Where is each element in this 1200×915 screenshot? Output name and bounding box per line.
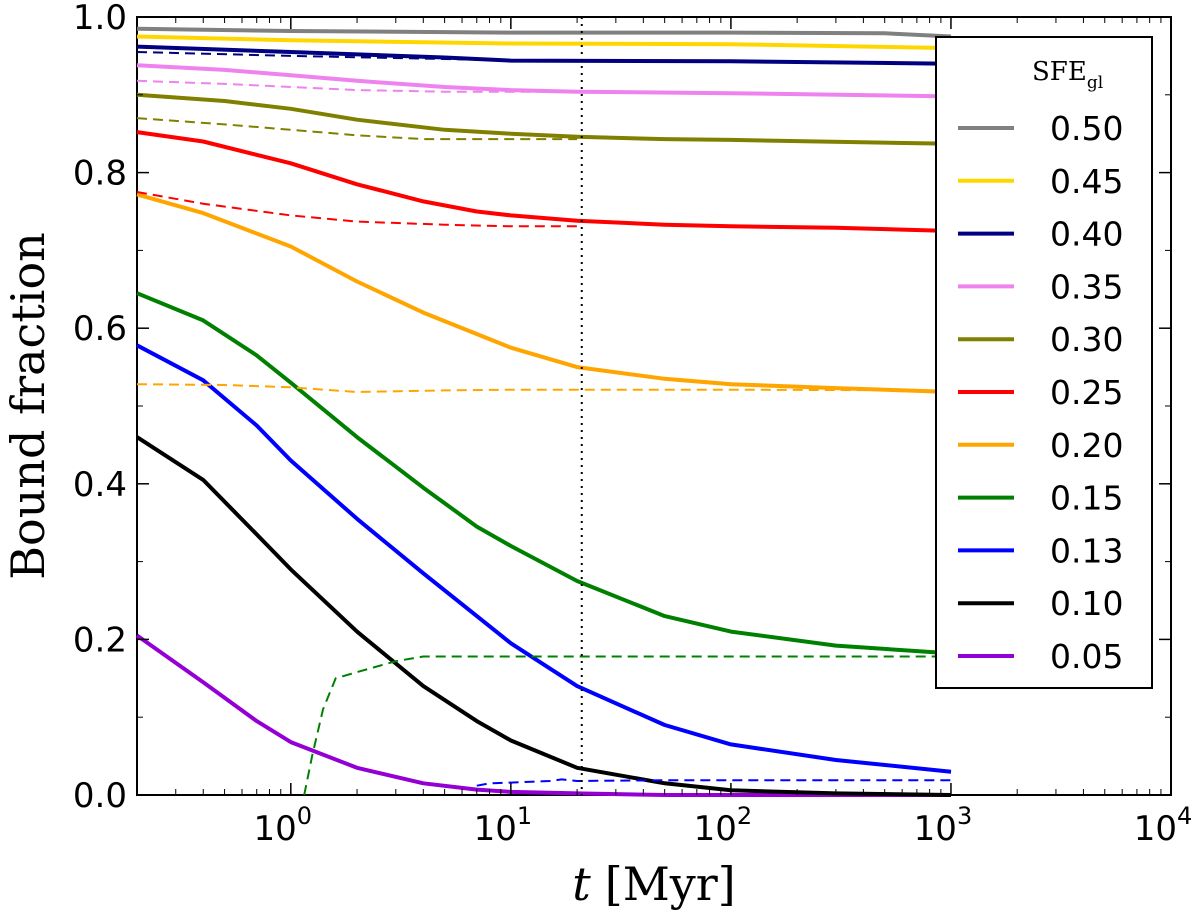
- legend-items: 0.50 0.45 0.40 0.35 0.30 0.25 0.20 0.15 0.13 0.10…: [958, 109, 1123, 676]
- legend-label: 0.05: [1050, 637, 1123, 676]
- legend-label: 0.30: [1050, 320, 1123, 359]
- plot-area: [135, 16, 1172, 797]
- series-0.25-line: [136, 130, 952, 233]
- legend-item-0.30: 0.30: [958, 320, 1123, 359]
- x-axis-title-unit: [Myr]: [605, 857, 736, 911]
- legend-title-main: SFE: [1032, 57, 1087, 87]
- series-0.30-line: [136, 92, 952, 146]
- series-0.10-line: [135, 435, 952, 797]
- legend-item-0.15: 0.15: [958, 479, 1123, 518]
- x-tick-label: 102: [694, 802, 753, 849]
- tick-layer: [136, 16, 1172, 796]
- legend-label: 0.35: [1050, 267, 1123, 306]
- legend-title-sub: gl: [1087, 73, 1103, 93]
- x-tick-label: 100: [254, 802, 313, 849]
- x-tick-label: 101: [474, 802, 533, 849]
- legend-label: 0.50: [1050, 109, 1123, 148]
- legend-item-0.10: 0.10: [958, 584, 1123, 623]
- series-0.20-dashed-line: [136, 383, 952, 394]
- series-0.05-line: [135, 633, 951, 797]
- legend-label: 0.20: [1050, 426, 1123, 465]
- legend-frame: [935, 36, 1153, 689]
- legend-label: 0.15: [1050, 479, 1123, 518]
- series-0.13-dashed-line: [476, 778, 951, 787]
- series-0.40-line: [136, 44, 952, 66]
- legend-item-0.13: 0.13: [958, 531, 1123, 570]
- series-0.13-line: [136, 343, 952, 774]
- legend-item-0.05: 0.05: [958, 637, 1123, 676]
- legend-item-0.45: 0.45: [958, 162, 1123, 201]
- legend-label: 0.25: [1050, 373, 1123, 412]
- y-axis-title: Bound fraction: [1, 232, 55, 580]
- legend: SFEgl 0.500.450.400.350.300.250.200.150.…: [935, 36, 1153, 689]
- legend-item-0.40: 0.40: [958, 215, 1123, 254]
- x-axis-title-var: t: [572, 857, 591, 911]
- y-tick-label: 0.4: [73, 465, 127, 505]
- x-tick-label: 103: [914, 802, 973, 849]
- series-0.25-dashed-line: [136, 191, 578, 228]
- legend-item-0.35: 0.35: [958, 267, 1123, 306]
- legend-item-0.50: 0.50: [958, 109, 1123, 148]
- legend-label: 0.45: [1050, 162, 1123, 201]
- legend-label: 0.13: [1050, 531, 1123, 570]
- y-tick-label: 0.2: [73, 620, 127, 660]
- y-tick-label: 0.6: [73, 309, 127, 349]
- series-layer: [135, 26, 952, 797]
- series-0.15-line: [136, 291, 952, 656]
- y-tick-label: 1.0: [73, 0, 127, 38]
- legend-label: 0.10: [1050, 584, 1123, 623]
- series-0.15-dashed-line: [303, 655, 951, 796]
- x-tick-labels: 100 101 102 103 104: [254, 802, 1193, 849]
- series-0.45-line: [136, 34, 952, 51]
- series-0.50-line: [136, 26, 952, 39]
- y-tick-label: 0.0: [73, 776, 127, 816]
- legend-label: 0.40: [1050, 215, 1123, 254]
- y-tick-labels: 0.0 0.2 0.4 0.6 0.8 1.0: [73, 0, 127, 816]
- x-axis-title: t [Myr]: [572, 857, 735, 911]
- legend-item-0.25: 0.25: [958, 373, 1123, 412]
- series-0.30-dashed-line: [136, 117, 578, 141]
- series-0.35-line: [136, 63, 952, 99]
- legend-title: SFEgl: [1032, 57, 1103, 93]
- series-0.20-line: [136, 192, 952, 394]
- legend-item-0.20: 0.20: [958, 426, 1123, 465]
- y-tick-label: 0.8: [73, 154, 127, 194]
- x-tick-label: 104: [1134, 802, 1193, 849]
